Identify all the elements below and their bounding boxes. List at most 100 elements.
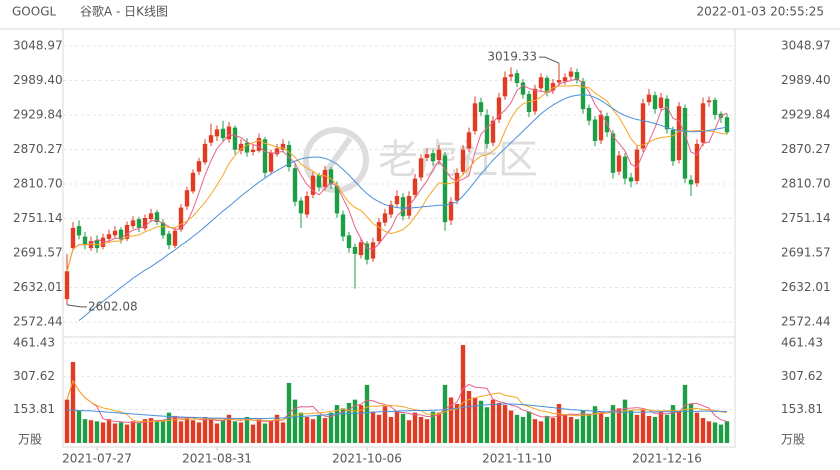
candle-body bbox=[544, 77, 550, 92]
volume-bar bbox=[718, 424, 724, 443]
timestamp: 2022-01-03 20:55:25 bbox=[697, 5, 824, 19]
candle-body bbox=[316, 175, 322, 188]
volume-bar bbox=[460, 345, 466, 443]
volume-bar bbox=[190, 420, 196, 443]
candle-body bbox=[376, 222, 382, 242]
volume-bar bbox=[652, 416, 658, 443]
volume-bar bbox=[700, 418, 706, 443]
candle-body bbox=[550, 83, 556, 91]
candle-body bbox=[148, 213, 154, 220]
moving-average bbox=[78, 94, 728, 321]
volume-bar bbox=[544, 415, 550, 443]
volume-bar bbox=[124, 424, 130, 443]
candle-body bbox=[136, 219, 142, 228]
volume-bar bbox=[436, 412, 442, 443]
candle-body bbox=[322, 169, 328, 187]
volume-bar bbox=[556, 403, 562, 443]
candle-body bbox=[664, 98, 670, 130]
candle-body bbox=[268, 152, 274, 172]
candle-body bbox=[610, 133, 616, 173]
candle-body bbox=[724, 117, 730, 133]
candle-body bbox=[556, 80, 562, 83]
candle-body bbox=[598, 114, 604, 141]
candle-body bbox=[412, 178, 418, 195]
volume-bar bbox=[118, 422, 124, 443]
plot-frame bbox=[62, 28, 736, 448]
candle-body bbox=[496, 97, 502, 120]
candle-body bbox=[106, 234, 112, 239]
volume-bar bbox=[82, 419, 88, 443]
y-tick-label: 2929.84 bbox=[13, 107, 63, 121]
candle-body bbox=[310, 175, 316, 195]
volume-bar bbox=[682, 384, 688, 443]
candle-body bbox=[658, 97, 664, 108]
volume-bar bbox=[622, 399, 628, 443]
candle-body bbox=[124, 224, 130, 239]
candle-body bbox=[244, 142, 250, 153]
volume-bar bbox=[508, 410, 514, 443]
candle-body bbox=[634, 149, 640, 181]
candle-body bbox=[676, 106, 682, 161]
volume-bar bbox=[496, 402, 502, 443]
candle-body bbox=[190, 172, 196, 192]
volume-bar bbox=[220, 420, 226, 443]
volume-bar bbox=[364, 384, 370, 443]
volume-bar bbox=[226, 414, 232, 443]
candle-body bbox=[712, 99, 718, 115]
x-tick-label: 2021-12-16 bbox=[632, 452, 702, 466]
candle-body bbox=[592, 119, 598, 141]
volume-bar bbox=[694, 412, 700, 443]
candle-body bbox=[70, 227, 76, 249]
volume-bar bbox=[538, 421, 544, 443]
candle-body bbox=[484, 114, 490, 144]
volume-bar bbox=[526, 411, 532, 443]
candle-body bbox=[388, 204, 394, 215]
volume-bar bbox=[454, 403, 460, 443]
volume-tick-label-right: 307.62 bbox=[781, 369, 823, 383]
y-tick-label-right: 2989.40 bbox=[781, 73, 831, 87]
volume-bar bbox=[88, 420, 94, 443]
volume-bar bbox=[688, 403, 694, 443]
volume-bar bbox=[274, 414, 280, 443]
volume-bar bbox=[616, 408, 622, 443]
chart-title: 谷歌A - 日K线图 bbox=[80, 4, 168, 19]
volume-bar bbox=[592, 406, 598, 443]
volume-bar bbox=[382, 406, 388, 443]
volume-bar bbox=[670, 405, 676, 443]
volume-bar bbox=[328, 412, 334, 443]
volume-bar bbox=[610, 405, 616, 443]
candle-body bbox=[442, 155, 448, 223]
max-annotation-line bbox=[539, 56, 560, 64]
candle-body bbox=[184, 190, 190, 207]
volume-bar bbox=[232, 421, 238, 443]
min-annotation: 2602.08 bbox=[88, 299, 138, 313]
volume-bar bbox=[664, 414, 670, 443]
volume-tick-label: 307.62 bbox=[13, 369, 55, 383]
candle-body bbox=[304, 195, 310, 215]
volume-bar bbox=[514, 414, 520, 443]
volume-bar bbox=[166, 412, 172, 443]
y-tick-label-right: 2572.44 bbox=[781, 315, 831, 329]
moving-average bbox=[66, 77, 728, 272]
candle-body bbox=[514, 73, 520, 84]
candle-body bbox=[586, 107, 592, 121]
volume-bar bbox=[376, 414, 382, 443]
candle-body bbox=[364, 243, 370, 260]
candle-body bbox=[226, 126, 232, 140]
volume-bar bbox=[298, 412, 304, 443]
candle-body bbox=[202, 143, 208, 163]
volume-bar bbox=[94, 421, 100, 443]
volume-bar bbox=[112, 423, 118, 443]
volume-tick-label-right: 461.43 bbox=[781, 336, 823, 350]
candle-body bbox=[628, 177, 634, 182]
volume-bar bbox=[208, 419, 214, 443]
volume-bar bbox=[574, 419, 580, 443]
volume-bar bbox=[184, 418, 190, 443]
candle-body bbox=[562, 77, 568, 82]
y-tick-label: 2691.57 bbox=[13, 246, 63, 260]
y-tick-label-right: 3048.97 bbox=[781, 39, 831, 53]
candle-body bbox=[346, 235, 352, 249]
candle-body bbox=[622, 156, 628, 179]
volume-bar bbox=[310, 419, 316, 443]
volume-bar bbox=[580, 410, 586, 443]
